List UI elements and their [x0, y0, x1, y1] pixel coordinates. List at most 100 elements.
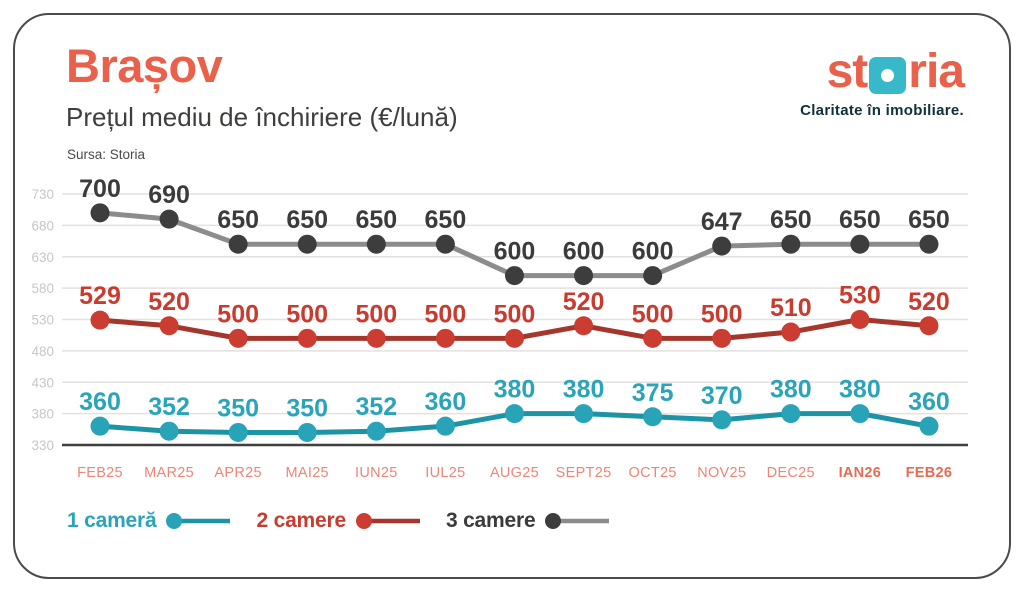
data-point-label: 380: [563, 376, 605, 404]
y-tick-label: 480: [31, 344, 54, 359]
data-point: [781, 404, 801, 424]
x-tick-label: IAN26: [839, 465, 882, 481]
data-point-label: 500: [286, 300, 328, 328]
data-point-label: 600: [632, 238, 674, 266]
data-point-label: 650: [770, 206, 812, 234]
data-point-label: 350: [217, 394, 259, 422]
wordmark-suffix: ria: [908, 45, 965, 98]
y-tick-label: 580: [31, 281, 54, 296]
data-point: [504, 404, 524, 424]
data-point: [228, 234, 248, 254]
x-tick-label: IUL25: [425, 465, 465, 481]
legend-label: 1 cameră: [67, 509, 157, 532]
data-point-label: 700: [79, 175, 121, 203]
data-point-label: 370: [701, 382, 743, 410]
legend-label: 2 camere: [256, 509, 346, 532]
x-tick-label: FEB26: [906, 465, 953, 481]
x-tick-label: AUG25: [490, 465, 539, 481]
data-point: [297, 234, 317, 254]
y-tick-label: 630: [31, 250, 54, 265]
x-tick-label: MAR25: [144, 465, 194, 481]
data-point-label: 500: [632, 300, 674, 328]
data-point: [159, 209, 179, 229]
data-point: [366, 234, 386, 254]
storia-wordmark: st ria: [800, 45, 965, 98]
data-point-label: 360: [425, 388, 467, 416]
x-tick-label: SEPT25: [556, 465, 612, 481]
y-tick-label: 380: [31, 407, 54, 422]
x-tick-label: IUN25: [355, 465, 398, 481]
data-point: [850, 404, 870, 424]
data-point: [297, 328, 317, 348]
data-point-label: 350: [286, 394, 328, 422]
data-point-label: 380: [839, 376, 881, 404]
data-point: [90, 203, 110, 223]
series-2-camere: 529 520 500 500 500 500 500 520 500 500 510 530 520: [79, 282, 950, 348]
data-point: [850, 310, 870, 329]
data-point: [228, 328, 248, 348]
data-point: [504, 266, 524, 286]
data-point-label: 500: [494, 300, 536, 328]
y-tick-label: 430: [31, 375, 54, 390]
data-point: [574, 316, 594, 336]
legend-marker-dot-line-icon: [166, 513, 231, 529]
chart-legend: 1 cameră 2 camere 3 camere: [67, 509, 615, 533]
data-point-label: 500: [355, 300, 397, 328]
logo-tagline: Claritate în imobiliare.: [800, 102, 964, 119]
series-1-cameră: 360 352 350 350 352 360 380 380 375 370 380 380 360: [79, 376, 950, 442]
data-point-label: 600: [563, 238, 605, 266]
data-point: [712, 328, 732, 348]
data-point: [435, 416, 455, 436]
legend-item-1-camera: 1 cameră: [67, 509, 236, 533]
data-point: [297, 422, 317, 442]
data-point: [90, 310, 110, 330]
wordmark-prefix: st: [826, 45, 869, 98]
data-point: [366, 328, 386, 348]
legend-dot: [355, 513, 372, 529]
legend-marker-dot-line-icon: [355, 513, 420, 529]
data-point: [159, 421, 179, 441]
data-point: [919, 416, 939, 436]
data-point-label: 360: [79, 388, 121, 416]
x-tick-label: FEB25: [77, 465, 123, 481]
data-point-label: 352: [148, 393, 190, 421]
card-border: [13, 13, 1011, 579]
data-point-label: 650: [425, 206, 467, 234]
x-tick-label: OCT25: [629, 465, 677, 481]
data-point: [574, 266, 594, 286]
data-point-label: 650: [217, 206, 259, 234]
data-point: [504, 328, 524, 348]
legend-item-2-camere: 2 camere: [256, 509, 425, 533]
data-point-label: 380: [494, 376, 536, 404]
x-tick-label: APR25: [214, 465, 261, 481]
legend-marker-dot-line-icon: [545, 513, 610, 529]
storia-square-icon: [869, 56, 907, 94]
x-tick-label: MAI25: [286, 465, 329, 481]
data-point: [643, 266, 663, 286]
data-point-label: 520: [148, 288, 190, 316]
data-point-label: 352: [355, 393, 397, 421]
x-tick-label: NOV25: [697, 465, 746, 481]
data-point-label: 600: [494, 238, 536, 266]
data-point: [850, 234, 870, 254]
data-point-label: 529: [79, 282, 121, 310]
y-tick-label: 530: [31, 313, 54, 328]
source-label: Sursa: Storia: [67, 147, 146, 162]
data-point: [435, 234, 455, 254]
data-point-label: 650: [286, 206, 328, 234]
data-point-label: 510: [770, 294, 812, 322]
data-point-label: 500: [425, 300, 467, 328]
chart-subtitle: Prețul mediu de închiriere (€/lună): [66, 102, 458, 132]
data-point: [228, 422, 248, 442]
data-point-label: 530: [839, 282, 881, 310]
storia-logo: st ria Claritate în imobiliare.: [800, 45, 965, 120]
data-point: [712, 236, 732, 256]
data-point-label: 500: [217, 300, 259, 328]
data-point-label: 520: [908, 288, 950, 316]
data-point-label: 380: [770, 376, 812, 404]
page-title: Brașov: [66, 39, 223, 92]
data-point: [919, 234, 939, 254]
data-point: [159, 316, 179, 336]
